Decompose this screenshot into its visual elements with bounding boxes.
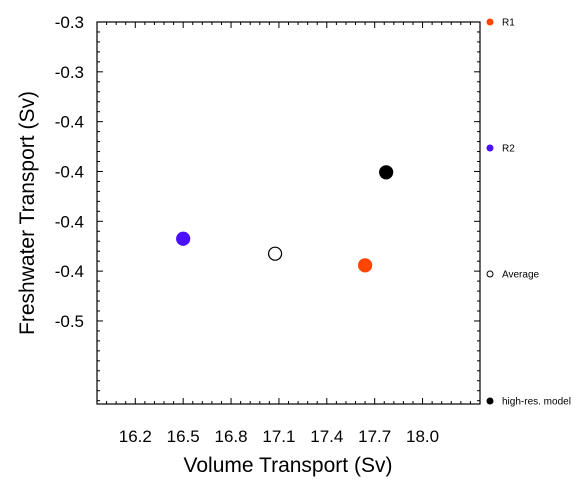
x-tick-label: 17.7 <box>358 427 391 446</box>
y-tick-label: -0.3 <box>55 63 84 82</box>
data-point <box>358 258 373 273</box>
legend-label: R1 <box>502 18 515 29</box>
y-tick-label: -0.4 <box>55 212 84 231</box>
legend-label: R2 <box>502 144 515 155</box>
x-tick-label: 16.8 <box>215 427 248 446</box>
x-axis-label: Volume Transport (Sv) <box>184 454 393 477</box>
legend-marker <box>486 18 494 26</box>
axis-ticks <box>96 21 481 404</box>
y-tick-label: -0.5 <box>55 312 84 331</box>
legend-marker <box>486 397 494 405</box>
y-tick-label: -0.4 <box>55 262 84 281</box>
y-axis-label: Freshwater Transport (Sv) <box>16 91 39 335</box>
plot-frame <box>96 21 481 405</box>
x-tick-label: 17.1 <box>262 427 295 446</box>
x-tick-label: 16.2 <box>119 427 152 446</box>
data-point <box>267 246 283 261</box>
data-point <box>379 165 394 180</box>
legend-label: Average <box>502 270 540 281</box>
x-tick-label: 17.4 <box>310 427 343 446</box>
x-tick-label: 16.5 <box>167 427 200 446</box>
data-point <box>176 231 191 246</box>
x-tick-label: 18.0 <box>406 427 439 446</box>
legend-marker <box>486 270 494 278</box>
y-tick-label: -0.4 <box>55 162 84 181</box>
legend: R1 R2 Average high-res. model <box>486 18 571 408</box>
y-tick-label: -0.3 <box>55 13 84 32</box>
legend-marker <box>486 144 494 152</box>
tick-labels: 16.2 16.5 16.8 17.1 17.4 17.7 18.0 -0.3 -0.3 -0.4… <box>55 13 439 446</box>
y-tick-label: -0.4 <box>55 113 84 132</box>
legend-label: high-res. model <box>502 397 571 408</box>
data-points <box>176 165 394 273</box>
